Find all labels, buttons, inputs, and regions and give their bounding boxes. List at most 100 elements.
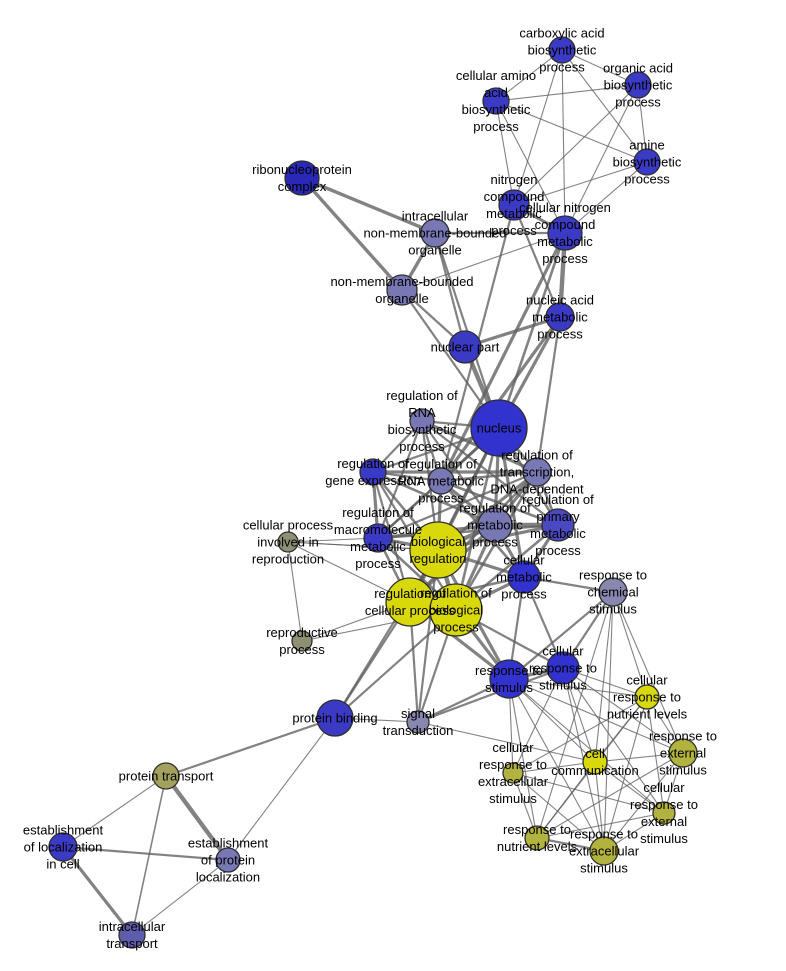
- node-label-rpm: regulation of primary metabolic process: [522, 492, 594, 558]
- graph-edge-rtx-rcp: [408, 470, 539, 604]
- graph-edge-rchem-rnl: [536, 591, 614, 839]
- node-label-rmm: regulation of macromolecule metabolic proce…: [334, 505, 422, 571]
- graph-edge-carbox-camino: [495, 49, 563, 102]
- graph-node-rnam[interactable]: [427, 467, 455, 495]
- graph-edge-eprot-itrans: [131, 859, 229, 936]
- graph-edge-amine-ncomp: [513, 161, 648, 206]
- graph-edge-inmbo-npart: [433, 231, 467, 349]
- graph-node-ptrans[interactable]: [152, 762, 180, 790]
- graph-edge-rstim-crnl: [508, 678, 648, 698]
- graph-edge-amine-cncomp: [564, 161, 648, 234]
- graph-node-rtx[interactable]: [522, 457, 552, 487]
- graph-node-ccomm[interactable]: [582, 749, 608, 775]
- node-label-inmbo: intracellular non-membrane-bounded organel…: [363, 209, 506, 258]
- node-label-rcp: regulation of cellular process: [365, 586, 456, 618]
- graph-node-itrans[interactable]: [118, 921, 146, 949]
- graph-edge-cpir-rmm: [287, 537, 379, 543]
- node-label-rtx: regulation of transcription, DNA-dependent: [490, 448, 584, 497]
- node-label-nmbo: non-membrane-bounded organelle: [330, 274, 473, 306]
- graph-node-nam[interactable]: [545, 302, 575, 332]
- node-label-ptrans: protein transport: [119, 769, 214, 784]
- graph-node-cncomp[interactable]: [547, 215, 583, 251]
- node-label-rext: response to external stimulus: [649, 729, 717, 778]
- graph-node-rexc[interactable]: [589, 836, 619, 866]
- node-label-crnl: cellular response to nutrient levels: [607, 673, 688, 722]
- graph-node-amine[interactable]: [633, 148, 661, 176]
- node-label-cmp: cellular metabolic process: [496, 553, 552, 602]
- graph-edge-ptrans-itrans: [131, 775, 167, 936]
- graph-edge-organic-camino: [495, 84, 639, 102]
- graph-edge-rnam-rpm: [439, 479, 560, 527]
- graph-edge-eloc-eprot: [61, 845, 230, 862]
- graph-edge-camino-amine: [495, 100, 648, 163]
- graph-node-rnl[interactable]: [524, 825, 550, 851]
- node-label-cpir: cellular process involved in reproduction: [243, 518, 334, 567]
- graph-node-nucleus[interactable]: [470, 399, 528, 457]
- graph-edge-rext-ccomm: [594, 752, 684, 763]
- graph-edge-crnl-crext: [646, 696, 665, 814]
- graph-edge-crext-rnl: [536, 812, 665, 839]
- node-label-crexc: cellular response to extracellular stimulus: [478, 740, 549, 806]
- graph-node-bioreg[interactable]: [409, 521, 467, 579]
- graph-edge-nam-rnam: [439, 315, 562, 483]
- graph-node-rpm[interactable]: [541, 508, 575, 542]
- graph-node-rmp[interactable]: [477, 507, 513, 543]
- graph-node-repro[interactable]: [291, 630, 313, 652]
- graph-node-nmbo[interactable]: [386, 274, 418, 306]
- graph-node-camino[interactable]: [482, 87, 510, 115]
- graph-node-sigtr[interactable]: [406, 710, 430, 734]
- graph-node-cmp[interactable]: [507, 560, 541, 594]
- graph-edge-rstim-rexc: [508, 678, 605, 852]
- graph-edge-ccomm-crext: [594, 761, 665, 814]
- graph-node-npart[interactable]: [448, 330, 482, 364]
- graph-node-ncomp[interactable]: [498, 189, 530, 221]
- graph-node-rchem[interactable]: [598, 577, 628, 607]
- node-label-rstim: response to stimulus: [475, 663, 543, 695]
- graph-edge-rchem-crnl: [612, 591, 648, 698]
- graph-node-crexc[interactable]: [502, 762, 524, 784]
- graph-edge-crstim-crexc: [512, 667, 564, 774]
- graph-node-rbp[interactable]: [429, 583, 483, 637]
- node-label-organic: organic acid biosynthetic process: [603, 61, 673, 110]
- graph-node-inmbo[interactable]: [420, 218, 450, 248]
- graph-node-rstim[interactable]: [489, 659, 529, 699]
- graph-node-crstim[interactable]: [546, 651, 580, 685]
- graph-edge-cncomp-nucleus: [497, 231, 567, 430]
- graph-edge-pbind-ptrans: [164, 716, 337, 778]
- graph-node-rnp[interactable]: [284, 160, 320, 196]
- graph-edge-pbind-eprot: [227, 717, 336, 861]
- graph-edge-rnp-inmbo: [300, 176, 437, 235]
- graph-node-rmm[interactable]: [363, 523, 393, 553]
- graph-node-carbox[interactable]: [548, 36, 576, 64]
- graph-edge-crnl-rexc: [603, 696, 648, 852]
- graph-edge-ccomm-rnl: [536, 761, 596, 839]
- node-label-nam: nucleic acid metabolic process: [526, 293, 594, 342]
- node-label-sigtr: signal transduction: [383, 706, 454, 738]
- graph-edge-rtx-rnam: [439, 470, 539, 483]
- graph-edge-organic-cncomp: [564, 84, 639, 234]
- graph-node-rrb[interactable]: [409, 408, 435, 434]
- graph-edge-ptrans-eloc: [62, 775, 167, 848]
- node-label-rbp: regulation of biological process: [420, 586, 492, 635]
- graph-node-pbind[interactable]: [316, 699, 354, 737]
- graph-edge-ccomm-sigtr: [417, 721, 596, 763]
- graph-edge-rchem-rstim: [507, 590, 615, 681]
- graph-node-crext[interactable]: [652, 801, 676, 825]
- graph-node-cpir[interactable]: [277, 531, 299, 553]
- graph-edge-crnl-crexc: [512, 696, 648, 774]
- graph-node-rext[interactable]: [668, 738, 698, 768]
- graph-node-eloc[interactable]: [48, 832, 78, 862]
- graph-node-crnl[interactable]: [634, 684, 660, 710]
- graph-edge-rexc-crexc: [512, 772, 605, 852]
- graph-node-organic[interactable]: [624, 71, 652, 99]
- graph-edge-rchem-rext: [612, 591, 684, 754]
- graph-node-eprot[interactable]: [215, 847, 241, 873]
- node-label-cncomp: cellular nitrogen compound metabolic proces…: [519, 200, 611, 266]
- node-label-bioreg: biological regulation: [409, 534, 466, 566]
- node-label-repro: reproductive process: [266, 625, 338, 657]
- graph-edge-organic-ncomp: [513, 84, 639, 206]
- graph-edge-eloc-itrans: [61, 845, 134, 937]
- graph-node-rge[interactable]: [359, 458, 387, 486]
